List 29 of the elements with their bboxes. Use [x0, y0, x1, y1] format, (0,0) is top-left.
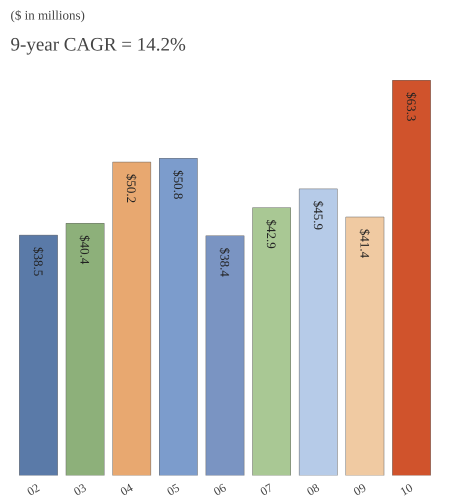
data-label: $42.9	[264, 219, 280, 249]
x-tick-label: 08	[304, 480, 322, 499]
x-tick-label: 05	[164, 480, 182, 499]
x-tick-label: 09	[351, 480, 368, 499]
x-tick-label: 02	[24, 480, 42, 499]
chart-subtitle: ($ in millions)	[10, 8, 85, 22]
x-tick-label: 10	[398, 480, 416, 499]
bar	[66, 222, 104, 476]
data-label: $50.2	[124, 174, 140, 204]
bar	[252, 207, 291, 476]
data-label: $63.3	[404, 92, 420, 122]
data-label: $45.9	[310, 200, 326, 230]
data-label: $41.4	[357, 228, 372, 259]
bar	[19, 234, 58, 476]
x-tick-label: 03	[71, 480, 89, 499]
data-label: $40.4	[78, 235, 93, 265]
bar	[159, 158, 198, 476]
data-label: $50.8	[170, 170, 186, 200]
data-label: $38.5	[30, 246, 46, 276]
x-tick-label: 06	[211, 480, 228, 499]
bar	[112, 162, 152, 476]
chart-title: 9-year CAGR = 14.2%	[10, 34, 186, 56]
data-label: $38.4	[218, 248, 232, 278]
x-tick-label: 04	[118, 480, 136, 499]
bar	[392, 80, 431, 476]
x-tick-label: 07	[258, 480, 276, 499]
bar	[298, 188, 338, 476]
bar	[206, 235, 244, 476]
bar	[346, 216, 384, 476]
